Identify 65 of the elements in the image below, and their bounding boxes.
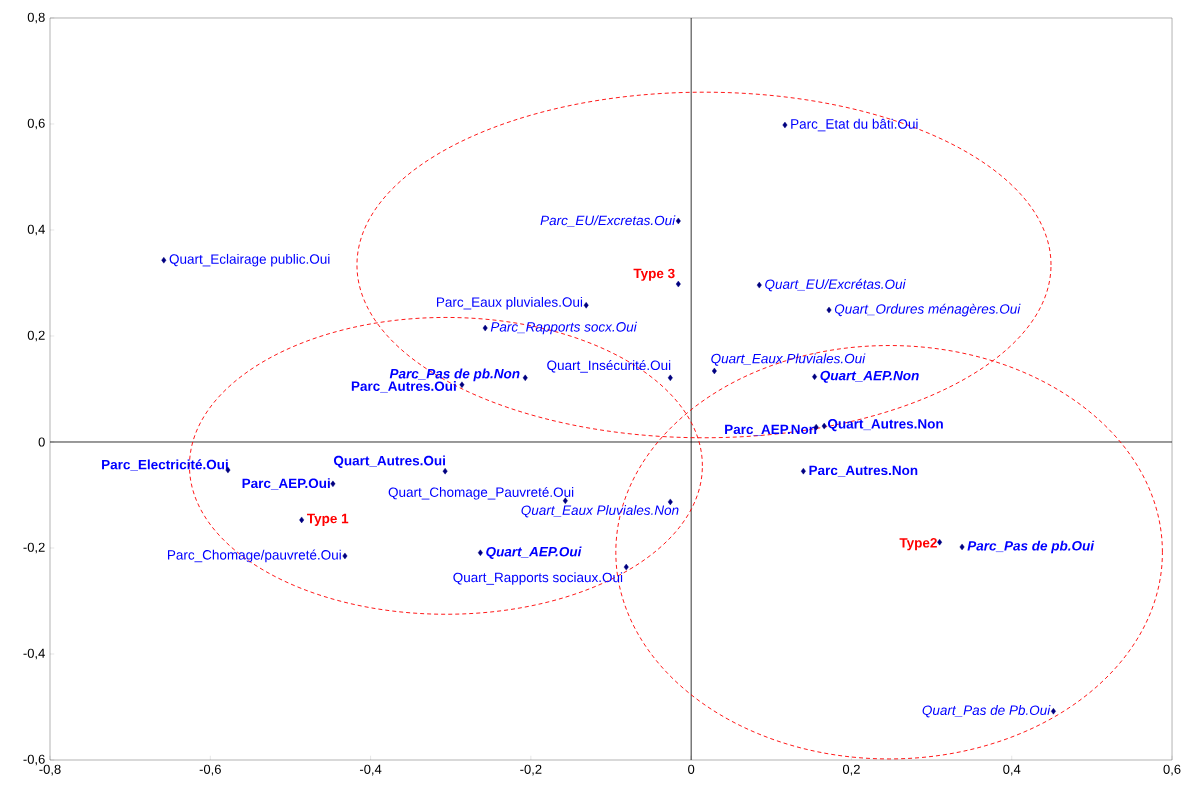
y-tick-label: -0,6 — [23, 754, 45, 766]
annotation: Parc_Etat du bâti.Oui — [791, 118, 918, 132]
annotation: Parc_Rapports socx.Oui — [490, 321, 637, 335]
annotation: Quart_AEP.Oui — [486, 546, 582, 559]
annotation: Parc_Chomage/pauvreté.Oui — [167, 549, 341, 563]
annotation: Quart_Rapports sociaux.Oui — [453, 572, 623, 585]
annotation: Parc_Autres.Oui — [351, 381, 456, 393]
x-tick-label: -0,4 — [359, 764, 382, 776]
annotation: Type 3 — [633, 268, 675, 281]
x-tick-label: -0,8 — [39, 764, 61, 776]
point — [812, 373, 818, 381]
y-tick-label: 0 — [38, 437, 45, 447]
annotation: Parc_Electricité.Oui — [102, 459, 228, 471]
annotation: Type2 — [899, 538, 937, 551]
annotation: Quart_Autres.Oui — [333, 455, 445, 468]
point — [330, 480, 336, 488]
annotation: Quart_Eaux Pluviales.Oui — [711, 353, 866, 366]
point — [477, 549, 483, 556]
annotation: Quart_Autres.Non — [827, 419, 943, 432]
y-tick-label: -0,4 — [23, 648, 45, 660]
point — [711, 367, 717, 375]
point — [826, 306, 832, 314]
point — [161, 257, 167, 264]
x-tick-label: -0,2 — [520, 764, 542, 776]
x-tick-label: 0,2 — [842, 764, 860, 776]
point — [675, 280, 681, 288]
y-tick-label: 0,8 — [27, 12, 45, 24]
annotation: Parc_Eaux pluviales.Oui — [437, 296, 583, 310]
point — [583, 302, 589, 309]
y-tick-label: 0,2 — [27, 330, 45, 342]
annotation: Quart_Pas de Pb.Oui — [922, 705, 1051, 718]
annotation: Type 1 — [307, 513, 349, 526]
annotation: Parc_AEP.Oui — [242, 478, 330, 490]
point — [342, 552, 348, 560]
point — [482, 324, 488, 332]
x-tick-label: 0,6 — [1163, 764, 1181, 776]
annotation: Parc_EU/Excretas.Oui — [540, 215, 676, 227]
point — [459, 381, 465, 388]
point — [800, 467, 806, 475]
annotation: Quart_EU/Excrétas.Oui — [765, 278, 906, 292]
annotation: Quart_Eaux Pluviales.Non — [521, 505, 679, 518]
point — [756, 281, 762, 289]
point — [959, 543, 965, 551]
point — [623, 563, 629, 571]
point — [442, 467, 448, 475]
x-tick-label: 0 — [688, 764, 695, 774]
point — [782, 121, 788, 129]
point — [522, 374, 528, 382]
annotation: Quart_Insécurité.Oui — [547, 360, 671, 373]
x-tick-label: 0,4 — [1003, 764, 1021, 776]
point — [937, 538, 943, 546]
annotation: Quart_Eclairage public.Oui — [169, 253, 330, 267]
annotation: Quart_AEP.Non — [820, 370, 919, 383]
annotation: Parc_Autres.Non — [809, 465, 918, 477]
annotation: Quart_Ordures ménagères.Oui — [834, 303, 1021, 317]
point — [821, 422, 827, 430]
annotation: Quart_Chomage_Pauvreté.Oui — [388, 486, 574, 500]
x-tick-label: -0,6 — [199, 764, 221, 776]
y-tick-label: -0,2 — [23, 542, 45, 554]
y-tick-label: 0,6 — [27, 118, 45, 130]
annotation: Parc_Pas de pb.Non — [389, 368, 520, 382]
point — [667, 374, 673, 382]
annotation: Parc_Pas de pb.Oui — [967, 540, 1095, 554]
y-tick-label: 0,4 — [27, 224, 45, 236]
point — [299, 516, 305, 524]
